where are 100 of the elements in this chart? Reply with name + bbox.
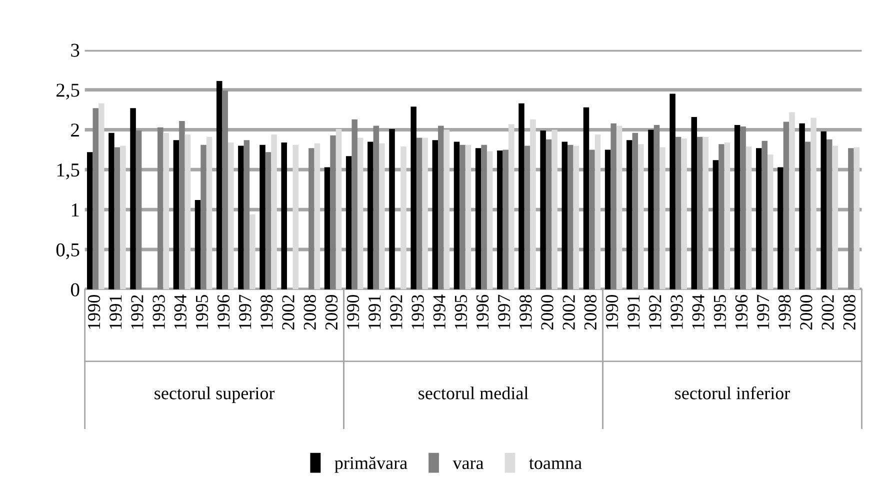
bar [697, 136, 703, 290]
bar [292, 144, 298, 290]
bar [848, 148, 854, 290]
bar [638, 144, 644, 290]
bar [173, 140, 180, 290]
legend-label: toamna [529, 458, 582, 470]
x-tick-label: 1996 [217, 294, 230, 329]
bar [804, 142, 811, 290]
x-tick-label: 1994 [174, 294, 186, 329]
x-tick-label: 1998 [520, 294, 532, 329]
y-tick-label: 1,5 [57, 164, 80, 180]
x-tick-label: 1995 [196, 294, 208, 329]
bar [712, 160, 719, 290]
x-tick-label: 2008 [304, 294, 316, 330]
bar [206, 136, 212, 290]
x-tick-label: 1997 [498, 294, 510, 329]
bar [444, 130, 450, 290]
bar [400, 146, 406, 290]
bar [163, 132, 169, 290]
x-tick-label: 1990 [88, 294, 100, 329]
bar [756, 148, 762, 290]
bar [530, 119, 536, 290]
bar [502, 150, 509, 290]
bar [718, 144, 724, 290]
x-tick-label: 2008 [843, 294, 856, 330]
bar [244, 140, 250, 290]
bar [626, 140, 632, 290]
bar [130, 108, 136, 290]
bar [799, 123, 805, 290]
bar [92, 108, 99, 290]
bar [438, 126, 444, 290]
x-tick-label: 2008 [584, 294, 597, 330]
x-tick-label: 1991 [368, 295, 381, 329]
text: sectorul inferior [675, 386, 790, 400]
x-tick-label: 1994 [433, 294, 446, 329]
bar [508, 124, 514, 290]
x-tick-label: 1993 [152, 294, 165, 329]
x-tick-label: 1991 [110, 295, 122, 329]
bar [546, 139, 552, 290]
bar [179, 120, 185, 290]
bar [422, 138, 428, 290]
bar [820, 131, 826, 290]
x-tick-label: 1993 [670, 294, 683, 329]
bar [734, 124, 740, 290]
text: sectorul superior [154, 386, 275, 403]
bar [108, 132, 114, 290]
legend-label: vara [452, 460, 484, 470]
bar [410, 106, 416, 290]
bar [114, 147, 120, 290]
bar [271, 134, 277, 290]
x-tick-label: 1990 [346, 294, 360, 329]
bar [460, 144, 466, 290]
y-tick-label: 1 [72, 203, 79, 216]
bar [589, 150, 595, 290]
bar [568, 144, 574, 290]
bar [308, 148, 314, 290]
y-tick-label: 2 [71, 124, 79, 136]
bar [632, 132, 638, 290]
bar [660, 147, 666, 290]
y-tick-label: 0 [70, 283, 80, 296]
x-tick-label: 2002 [282, 295, 294, 330]
bar [486, 151, 493, 290]
x-tick-label: 1997 [757, 294, 770, 329]
bar [583, 107, 590, 290]
bar [604, 150, 611, 290]
bar [216, 81, 222, 290]
bar [281, 142, 287, 290]
bar [552, 130, 558, 290]
bar [184, 134, 191, 290]
x-tick-label: 2002 [822, 295, 834, 330]
bar [783, 122, 790, 290]
bar [194, 200, 201, 290]
bar [314, 143, 320, 290]
bar [497, 150, 503, 290]
x-tick-label: 1994 [692, 294, 704, 329]
bar [670, 94, 676, 290]
y-tick-label: 3 [71, 44, 80, 57]
bar [762, 140, 768, 290]
bar [389, 128, 395, 290]
x-tick-label: 1996 [476, 294, 489, 329]
y-tick-label: 0,5 [56, 243, 80, 260]
x-tick-label: 1995 [454, 294, 468, 329]
bar [681, 138, 687, 290]
x-tick-label: 1995 [714, 294, 726, 329]
bar [746, 146, 752, 290]
x-tick-label: 1992 [649, 295, 662, 329]
x-tick-label: 2000 [800, 294, 812, 330]
bar [740, 126, 746, 290]
bar [524, 146, 530, 290]
bar [675, 136, 682, 290]
bar [238, 146, 244, 290]
bar [724, 142, 730, 290]
bar [826, 139, 832, 290]
bar [616, 126, 622, 290]
bar [540, 130, 546, 290]
bar [518, 103, 524, 290]
bar [346, 156, 352, 290]
bar [832, 146, 838, 290]
bar [200, 144, 206, 290]
bar [357, 138, 364, 290]
